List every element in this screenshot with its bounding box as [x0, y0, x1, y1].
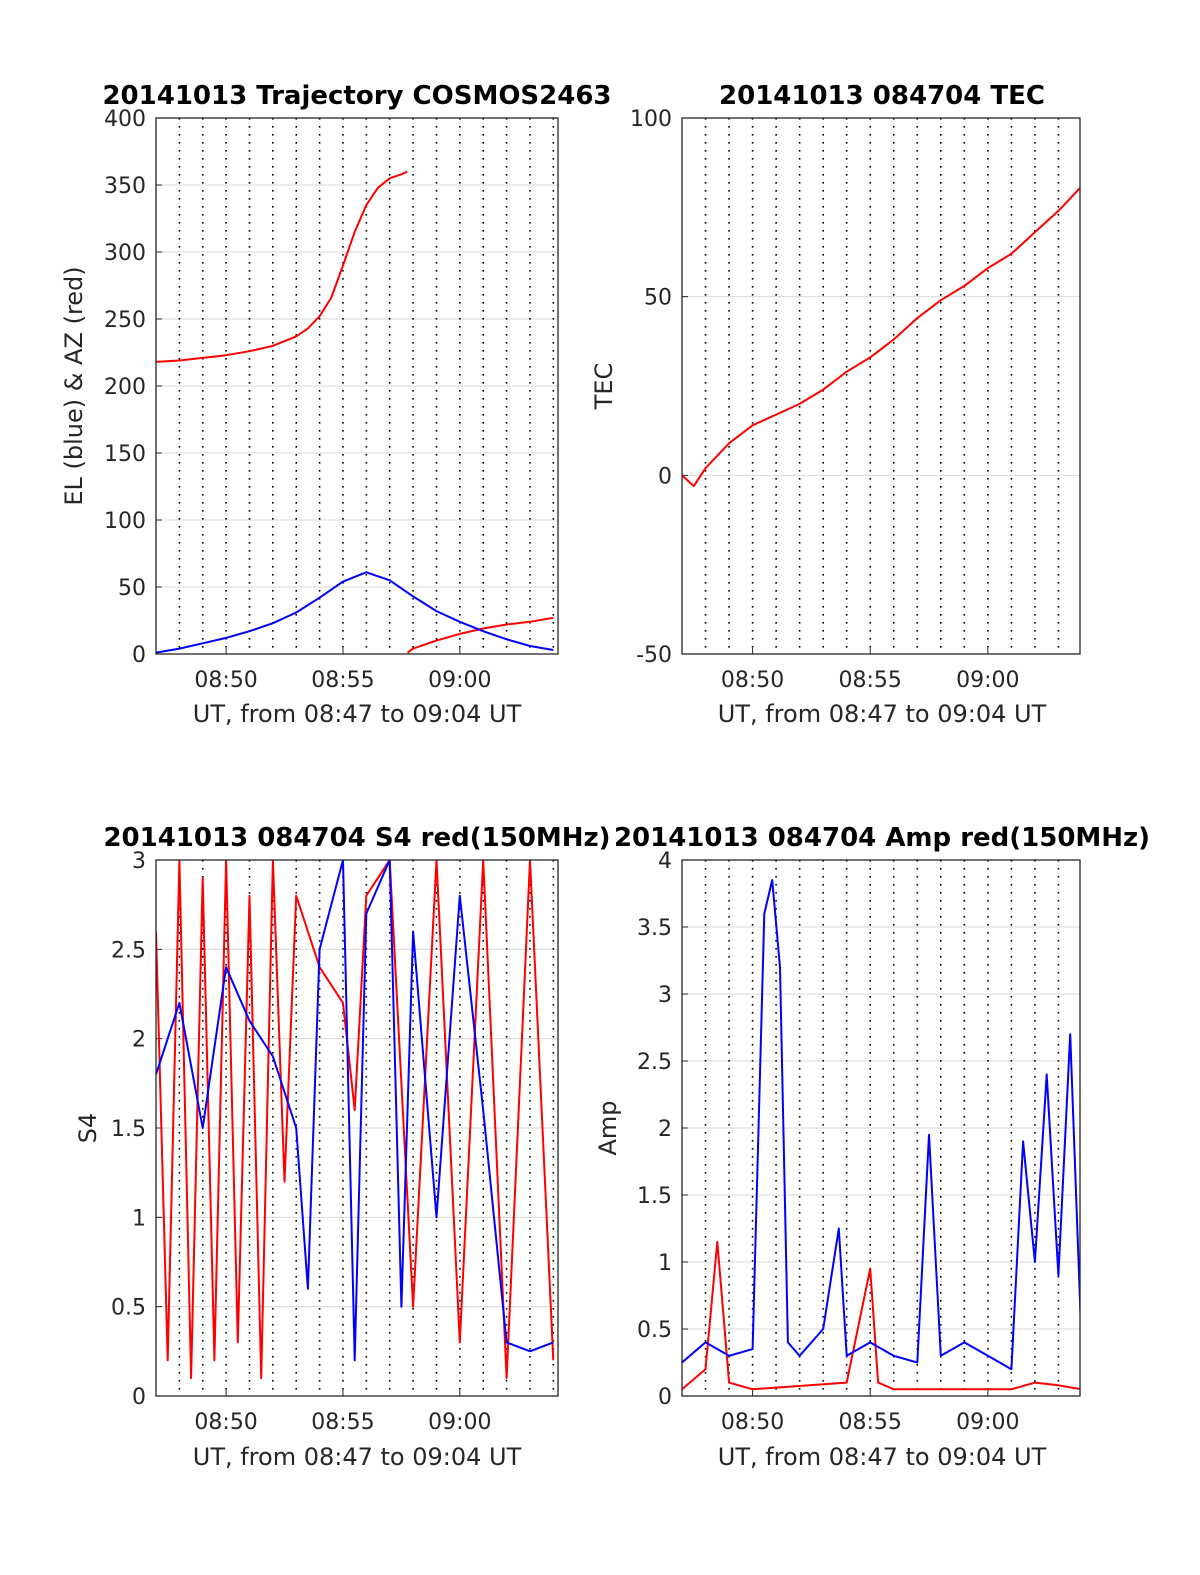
y-tick-label: 300	[104, 241, 146, 266]
y-tick-label: 150	[104, 442, 146, 467]
y-tick-label: -50	[636, 643, 672, 668]
y-tick-label: 3.5	[637, 916, 672, 941]
tec-chart-ylabel: TEC	[590, 363, 618, 411]
y-tick-label: 0	[658, 1385, 672, 1410]
y-tick-label: 0	[132, 643, 146, 668]
x-tick-label: 08:50	[194, 668, 257, 693]
y-tick-label: 3	[658, 983, 672, 1008]
y-tick-label: 100	[630, 107, 672, 132]
trajectory-chart-ylabel: EL (blue) & AZ (red)	[60, 266, 88, 505]
x-tick-label: 08:50	[721, 668, 784, 693]
y-tick-label: 0.5	[111, 1296, 146, 1321]
x-tick-label: 08:55	[311, 1410, 374, 1435]
y-tick-label: 250	[104, 308, 146, 333]
red-series-line	[682, 186, 1080, 488]
y-tick-label: 0.5	[637, 1318, 672, 1343]
trajectory-chart: 20141013 Trajectory COSMOS2463 UT, from …	[60, 81, 612, 728]
red-series-line	[156, 170, 408, 363]
y-tick-label: 1.5	[111, 1117, 146, 1142]
y-tick-label: 2	[658, 1117, 672, 1142]
blue-series-line	[682, 879, 1080, 1371]
x-tick-label: 09:00	[428, 1410, 491, 1435]
x-tick-label: 08:50	[194, 1410, 257, 1435]
y-tick-label: 3	[132, 849, 146, 874]
trajectory-chart-title: 20141013 Trajectory COSMOS2463	[102, 81, 611, 111]
y-tick-label: 0	[658, 464, 672, 489]
y-tick-label: 50	[118, 576, 146, 601]
x-tick-label: 08:55	[839, 668, 902, 693]
red-series-line	[682, 1240, 1080, 1391]
plot-frame	[681, 117, 1081, 655]
blue-series-line	[156, 860, 554, 1362]
tec-chart-title: 20141013 084704 TEC	[719, 81, 1045, 111]
s4-chart-ylabel: S4	[74, 1113, 102, 1144]
plot-frame	[155, 117, 559, 655]
blue-series-line	[156, 571, 554, 654]
y-tick-label: 50	[644, 286, 672, 311]
amp-chart: 20141013 084704 Amp red(150MHz) UT, from…	[594, 823, 1150, 1471]
plot-frame	[155, 859, 559, 1397]
y-tick-label: 200	[104, 375, 146, 400]
y-tick-label: 2.5	[637, 1050, 672, 1075]
x-tick-label: 08:55	[839, 1410, 902, 1435]
y-tick-label: 100	[104, 509, 146, 534]
y-tick-label: 1	[132, 1206, 146, 1231]
y-tick-label: 0	[132, 1385, 146, 1410]
amp-chart-xlabel: UT, from 08:47 to 09:04 UT	[718, 1443, 1047, 1471]
s4-chart-xlabel: UT, from 08:47 to 09:04 UT	[193, 1443, 522, 1471]
x-tick-label: 09:00	[956, 668, 1019, 693]
tec-chart: 20141013 084704 TEC UT, from 08:47 to 09…	[590, 81, 1081, 728]
amp-chart-title: 20141013 084704 Amp red(150MHz)	[614, 823, 1150, 853]
y-tick-label: 4	[658, 849, 672, 874]
y-tick-label: 2.5	[111, 938, 146, 963]
y-tick-label: 2	[132, 1028, 146, 1053]
y-tick-label: 1	[658, 1251, 672, 1276]
red-series-line	[407, 616, 554, 654]
s4-chart: 20141013 084704 S4 red(150MHz) UT, from …	[74, 823, 611, 1471]
x-tick-label: 09:00	[428, 668, 491, 693]
y-tick-label: 1.5	[637, 1184, 672, 1209]
x-tick-label: 08:50	[721, 1410, 784, 1435]
tec-chart-xlabel: UT, from 08:47 to 09:04 UT	[718, 700, 1047, 728]
plot-frame	[681, 859, 1081, 1397]
y-tick-label: 400	[104, 107, 146, 132]
x-tick-label: 08:55	[311, 668, 374, 693]
red-series-line	[156, 860, 555, 1380]
trajectory-chart-xlabel: UT, from 08:47 to 09:04 UT	[193, 700, 522, 728]
y-tick-label: 350	[104, 174, 146, 199]
x-tick-label: 09:00	[956, 1410, 1019, 1435]
amp-chart-ylabel: Amp	[594, 1100, 622, 1155]
s4-chart-title: 20141013 084704 S4 red(150MHz)	[103, 823, 610, 853]
